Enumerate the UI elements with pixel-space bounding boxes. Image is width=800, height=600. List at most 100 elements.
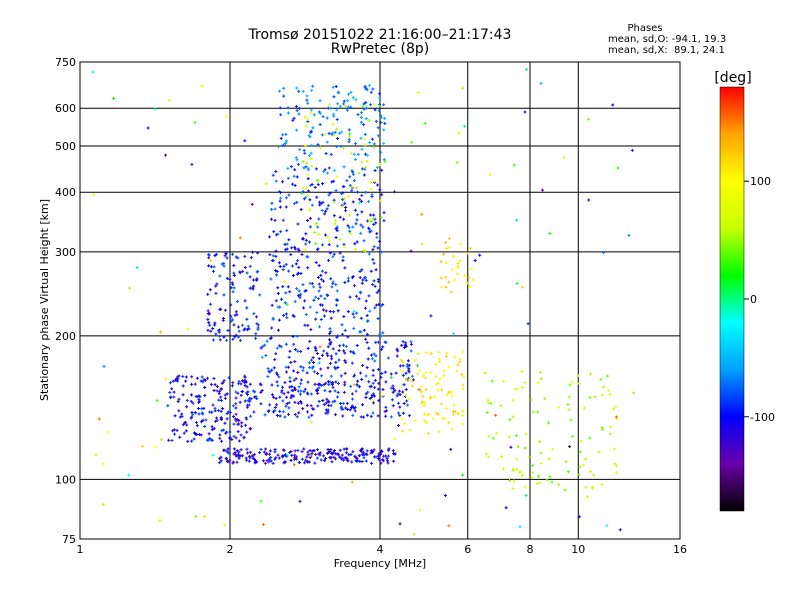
data-point bbox=[306, 173, 310, 177]
data-point bbox=[455, 161, 459, 165]
data-point bbox=[325, 207, 329, 211]
data-point bbox=[331, 381, 335, 385]
data-point bbox=[287, 412, 291, 416]
data-point bbox=[401, 360, 405, 364]
data-point bbox=[279, 345, 283, 349]
data-point bbox=[429, 395, 433, 399]
data-point bbox=[431, 417, 435, 421]
data-point bbox=[627, 233, 631, 237]
data-point bbox=[486, 398, 490, 402]
data-point bbox=[320, 208, 324, 212]
data-point bbox=[351, 276, 355, 280]
data-point bbox=[357, 385, 361, 389]
data-point bbox=[333, 219, 337, 223]
data-point bbox=[367, 84, 371, 88]
data-point bbox=[380, 449, 384, 453]
data-point bbox=[396, 424, 400, 428]
data-point bbox=[306, 101, 310, 105]
data-point bbox=[259, 499, 263, 503]
data-point bbox=[344, 344, 348, 348]
x-tick-label: 2 bbox=[227, 543, 234, 556]
data-point bbox=[340, 130, 344, 134]
data-point bbox=[403, 346, 407, 350]
data-point bbox=[530, 476, 534, 480]
data-point bbox=[376, 134, 380, 138]
data-point bbox=[557, 405, 561, 409]
data-point bbox=[321, 115, 325, 119]
data-point bbox=[323, 297, 327, 301]
y-tick-label: 600 bbox=[55, 102, 76, 115]
data-point bbox=[326, 171, 330, 175]
data-point bbox=[317, 361, 321, 365]
data-point bbox=[372, 448, 376, 452]
x-tick-label: 4 bbox=[377, 543, 384, 556]
data-point bbox=[284, 132, 288, 136]
data-point bbox=[237, 450, 241, 454]
data-point bbox=[307, 415, 311, 419]
data-point bbox=[366, 319, 370, 323]
data-point bbox=[360, 210, 364, 214]
data-point bbox=[570, 380, 574, 384]
data-point bbox=[455, 369, 459, 373]
data-point bbox=[373, 284, 377, 288]
colorbar-strip bbox=[719, 86, 745, 512]
data-point bbox=[331, 131, 335, 135]
data-point bbox=[370, 193, 374, 197]
data-point bbox=[341, 255, 345, 259]
data-point bbox=[520, 473, 524, 477]
data-point bbox=[401, 390, 405, 394]
data-point bbox=[380, 347, 384, 351]
data-point bbox=[234, 396, 238, 400]
data-point bbox=[407, 414, 411, 418]
data-point bbox=[450, 390, 454, 394]
data-point bbox=[461, 350, 465, 354]
data-point bbox=[362, 123, 366, 127]
data-point bbox=[290, 384, 294, 388]
data-point bbox=[315, 388, 319, 392]
data-point bbox=[301, 190, 305, 194]
data-point bbox=[358, 290, 362, 294]
data-point bbox=[417, 388, 421, 392]
data-point bbox=[360, 167, 364, 171]
data-point bbox=[363, 143, 367, 147]
data-point bbox=[362, 248, 366, 252]
data-point bbox=[292, 394, 296, 398]
data-point bbox=[368, 385, 372, 389]
data-point bbox=[311, 84, 315, 88]
data-point bbox=[320, 303, 324, 307]
data-point bbox=[336, 390, 340, 394]
data-point bbox=[290, 388, 294, 392]
colorbar-tick-label: 0 bbox=[750, 293, 757, 306]
data-point bbox=[180, 414, 184, 418]
data-point bbox=[324, 401, 328, 405]
data-point bbox=[315, 352, 319, 356]
data-point bbox=[301, 369, 305, 373]
data-point bbox=[447, 280, 451, 284]
data-point bbox=[586, 495, 590, 499]
data-point bbox=[231, 290, 235, 294]
data-point bbox=[329, 374, 333, 378]
data-point bbox=[228, 277, 232, 281]
data-point bbox=[335, 175, 339, 179]
data-point bbox=[309, 151, 313, 155]
x-axis-ticks: 1 2 4 6 8 10 16 bbox=[77, 543, 688, 556]
data-point bbox=[377, 109, 381, 113]
data-point bbox=[302, 148, 306, 152]
data-point bbox=[456, 363, 460, 367]
x-axis-label: Frequency [MHz] bbox=[334, 557, 426, 570]
data-point bbox=[185, 399, 189, 403]
data-point bbox=[539, 81, 543, 85]
data-point bbox=[184, 375, 188, 379]
data-point bbox=[370, 398, 374, 402]
data-point bbox=[211, 453, 215, 457]
data-point bbox=[358, 330, 362, 334]
data-point bbox=[439, 260, 443, 264]
data-point bbox=[298, 294, 302, 298]
data-point bbox=[364, 101, 368, 105]
data-point bbox=[326, 204, 330, 208]
data-point bbox=[247, 327, 251, 331]
data-point bbox=[461, 86, 465, 90]
data-point bbox=[379, 461, 383, 465]
data-point bbox=[326, 366, 330, 370]
data-point bbox=[286, 111, 290, 115]
